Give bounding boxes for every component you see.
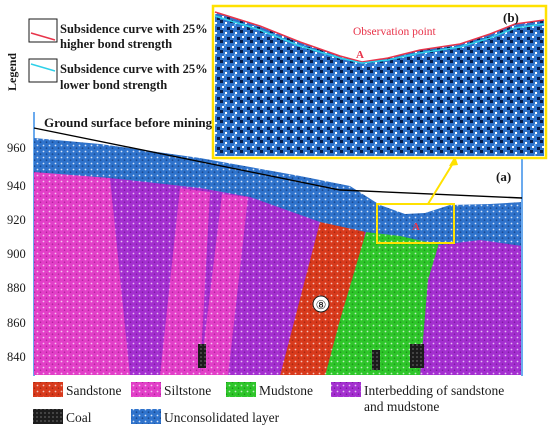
inset-marker-a: A xyxy=(356,49,364,61)
y-tick-900: 900 xyxy=(7,247,26,261)
main-panel: Ground surface before mining 960 940 920… xyxy=(7,112,523,376)
inset-panel: (b) Observation point A xyxy=(211,4,548,160)
inset-curve-low xyxy=(214,15,545,64)
siltstone-band-3 xyxy=(200,194,248,375)
label-mudstone: Mudstone xyxy=(259,383,313,398)
coal-seam xyxy=(198,344,206,368)
y-tick-860: 860 xyxy=(7,316,26,330)
legend-item-low-line2: lower bond strength xyxy=(60,78,167,92)
swatch-sandstone xyxy=(33,382,63,397)
ground-surface-line xyxy=(33,127,523,199)
legend: Legend Subsidence curve with 25% higher … xyxy=(5,18,208,92)
label-interbedding-line1: Interbedding of sandstone xyxy=(364,383,504,398)
legend-line-low xyxy=(30,63,56,72)
siltstone-band xyxy=(34,172,130,375)
legend-item-high-line2: higher bond strength xyxy=(60,37,172,51)
siltstone-band-2 xyxy=(160,188,210,375)
label-sandstone: Sandstone xyxy=(66,383,122,398)
observation-marker-a: A xyxy=(412,221,420,233)
inset-unconsolidated-area xyxy=(215,12,544,156)
inset-curve-high xyxy=(214,11,545,63)
legend-swatch-low xyxy=(28,58,58,83)
unconsolidated-layer xyxy=(34,138,521,246)
observation-highlight-box xyxy=(376,203,455,244)
label-coal: Coal xyxy=(66,410,92,425)
legend-item-high-line1: Subsidence curve with 25% xyxy=(60,22,208,36)
label-unconsolidated: Unconsolidated layer xyxy=(164,410,280,425)
legend-swatch-high xyxy=(28,18,58,43)
swatch-unconsolidated xyxy=(131,409,161,424)
panel-a-label: (a) xyxy=(496,169,511,184)
fault-marker-label: ⑧ xyxy=(316,298,327,312)
inset-callout-arrow xyxy=(427,159,456,205)
y-tick-840: 840 xyxy=(7,350,26,364)
legend-line-high xyxy=(30,32,56,41)
y-tick-960: 960 xyxy=(7,141,26,155)
swatch-mudstone xyxy=(226,382,256,397)
legend-item-low-line1: Subsidence curve with 25% xyxy=(60,62,208,76)
coal-seam-3 xyxy=(372,350,380,370)
y-axis: 960 940 920 900 880 860 840 xyxy=(7,141,26,364)
label-siltstone: Siltstone xyxy=(164,383,211,398)
y-tick-880: 880 xyxy=(7,281,26,295)
mudstone-layer xyxy=(325,232,440,375)
swatch-interbedding xyxy=(331,382,361,397)
legend-title: Legend xyxy=(5,53,19,91)
swatch-coal xyxy=(33,409,63,424)
fault-marker-circle xyxy=(312,295,330,313)
label-interbedding-line2: and mudstone xyxy=(364,399,439,414)
swatch-siltstone xyxy=(131,382,161,397)
y-tick-940: 940 xyxy=(7,179,26,193)
inset-observation-label: Observation point xyxy=(353,26,437,38)
material-legend: Sandstone Siltstone Mudstone Interbeddin… xyxy=(33,382,504,425)
y-tick-920: 920 xyxy=(7,213,26,227)
inset-panel-label: (b) xyxy=(503,10,519,25)
coal-seam-2 xyxy=(410,344,424,368)
ground-surface-label: Ground surface before mining xyxy=(44,115,213,130)
